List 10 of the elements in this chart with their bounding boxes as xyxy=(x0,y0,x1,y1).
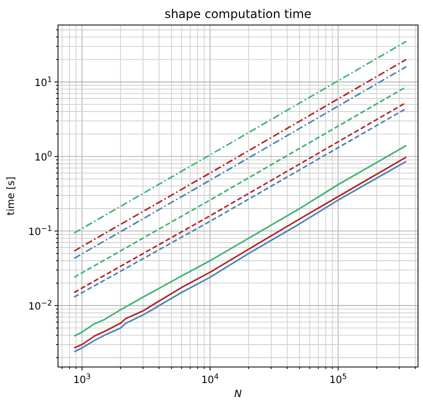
y-tick-label: 10$^{1}$ xyxy=(34,74,52,89)
x-tick-label: 10$^{3}$ xyxy=(73,372,91,386)
chart-title: shape computation time xyxy=(164,7,312,21)
x-tick-label: 10$^{4}$ xyxy=(201,372,220,386)
x-tick-label: 10$^{5}$ xyxy=(329,372,348,386)
y-tick-label: 10$^{−1}$ xyxy=(28,224,52,238)
y-tick-label: 10$^{−2}$ xyxy=(28,298,52,313)
x-axis-title: N xyxy=(234,389,242,400)
y-tick-label: 10$^{0}$ xyxy=(34,148,52,164)
y-axis-title: time [s] xyxy=(6,176,17,216)
